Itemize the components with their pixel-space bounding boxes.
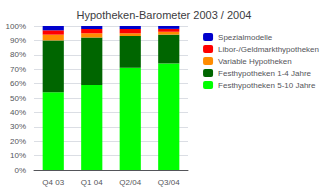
svg-text:30%: 30% <box>10 122 26 131</box>
svg-text:Q4 03: Q4 03 <box>42 178 64 187</box>
svg-text:Festhypotheken 5-10 Jahre: Festhypotheken 5-10 Jahre <box>218 81 316 90</box>
svg-text:Variable Hypotheken: Variable Hypotheken <box>218 57 292 66</box>
svg-text:60%: 60% <box>10 79 26 88</box>
svg-text:Q1 04: Q1 04 <box>81 178 103 187</box>
svg-text:80%: 80% <box>10 50 26 59</box>
svg-text:50%: 50% <box>10 94 26 103</box>
svg-text:Libor-/Geldmarkthypotheken: Libor-/Geldmarkthypotheken <box>218 45 319 54</box>
svg-text:40%: 40% <box>10 108 26 117</box>
svg-text:70%: 70% <box>10 65 26 74</box>
svg-text:0%: 0% <box>14 166 26 175</box>
svg-text:100%: 100% <box>6 22 26 31</box>
svg-text:Hypotheken-Barometer 2003 / 20: Hypotheken-Barometer 2003 / 2004 <box>77 9 252 21</box>
svg-text:90%: 90% <box>10 36 26 45</box>
svg-text:Spezialmodelle: Spezialmodelle <box>218 33 273 42</box>
svg-text:Q3/04: Q3/04 <box>158 178 180 187</box>
svg-text:Festhypotheken 1-4 Jahre: Festhypotheken 1-4 Jahre <box>218 69 311 78</box>
svg-text:Q2/04: Q2/04 <box>119 178 141 187</box>
svg-text:10%: 10% <box>10 151 26 160</box>
svg-text:20%: 20% <box>10 137 26 146</box>
